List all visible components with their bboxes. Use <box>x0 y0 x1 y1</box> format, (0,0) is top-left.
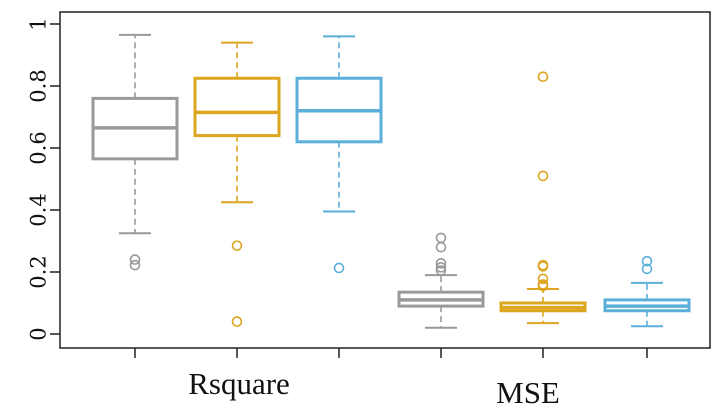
y-tick-label: 0 <box>26 327 50 340</box>
box-iqr <box>193 76 281 138</box>
outlier-point <box>129 254 141 265</box>
outlier-point <box>435 262 447 273</box>
outlier-point <box>435 241 447 253</box>
outlier-point <box>231 240 243 251</box>
plot-frame <box>59 11 711 349</box>
y-tick-label: 0.4 <box>26 193 50 226</box>
x-group-label: Rsquare <box>188 366 290 401</box>
y-tick-label: 0.6 <box>26 131 50 164</box>
outlier-point <box>435 265 447 276</box>
outlier-point <box>231 316 243 327</box>
y-tick-label: 0.8 <box>26 69 50 102</box>
outlier-point <box>537 259 549 271</box>
outlier-point <box>537 273 549 285</box>
y-tick-label: 1 <box>26 17 50 30</box>
outlier-point <box>537 279 549 290</box>
outlier-point <box>435 258 447 269</box>
y-tick-label: 0.2 <box>26 255 50 288</box>
outlier-point <box>537 170 549 182</box>
outlier-point <box>333 262 345 274</box>
x-group-label: MSE <box>496 375 560 408</box>
outlier-point <box>537 71 549 82</box>
outlier-point <box>129 259 141 271</box>
outlier-point <box>435 232 447 244</box>
outlier-point <box>641 263 653 275</box>
outlier-point <box>641 255 653 267</box>
